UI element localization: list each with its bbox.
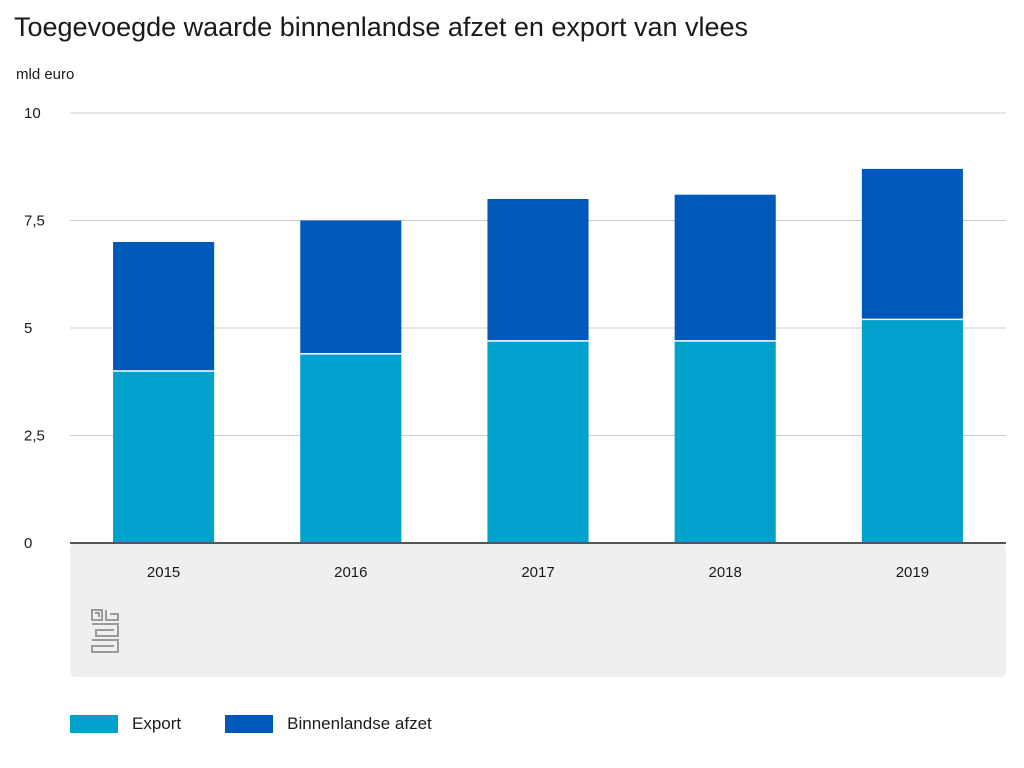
bar-export-2015[interactable] [113,371,215,543]
chart: 0 2,5 5 7,5 10 2015 2016 2017 2018 2019 [24,105,1006,677]
y-tick-label: 0 [24,535,32,552]
legend-label-export: Export [132,714,182,733]
legend-item-binnenlandse-afzet[interactable]: Binnenlandse afzet [225,714,432,734]
y-axis-unit-label: mld euro [16,66,75,83]
x-tick-label-2016: 2016 [334,564,367,581]
x-axis-ticks: 2015 2016 2017 2018 2019 [147,564,929,581]
y-tick-label: 5 [24,320,32,337]
bar-binnenlandse-afzet-2018[interactable] [674,194,776,341]
chart-title: Toegevoegde waarde binnenlandse afzet en… [14,12,749,42]
y-tick-label: 2,5 [24,428,45,445]
legend-label-binnenlandse-afzet: Binnenlandse afzet [287,714,432,733]
x-tick-label-2015: 2015 [147,564,180,581]
legend-item-export[interactable]: Export [70,714,181,734]
bar-binnenlandse-afzet-2017[interactable] [487,199,589,341]
legend-swatch-binnenlandse-afzet [225,715,274,733]
y-tick-label: 10 [24,105,41,122]
bar-binnenlandse-afzet-2016[interactable] [300,220,402,354]
legend-swatch-export [70,715,118,733]
bars [113,168,963,543]
bar-export-2017[interactable] [487,340,589,543]
bar-export-2016[interactable] [300,353,402,543]
bar-binnenlandse-afzet-2015[interactable] [113,242,215,371]
x-tick-label-2018: 2018 [709,564,742,581]
x-tick-label-2019: 2019 [896,564,929,581]
bar-export-2018[interactable] [674,340,776,543]
bar-export-2019[interactable] [861,319,963,543]
cbs-logo-icon [91,609,119,653]
x-tick-label-2017: 2017 [521,564,554,581]
y-tick-label: 7,5 [24,213,45,230]
x-axis-band [70,543,1006,677]
y-axis-ticks: 0 2,5 5 7,5 10 [24,105,45,552]
legend: Export Binnenlandse afzet [70,714,476,734]
bar-binnenlandse-afzet-2019[interactable] [861,168,963,320]
